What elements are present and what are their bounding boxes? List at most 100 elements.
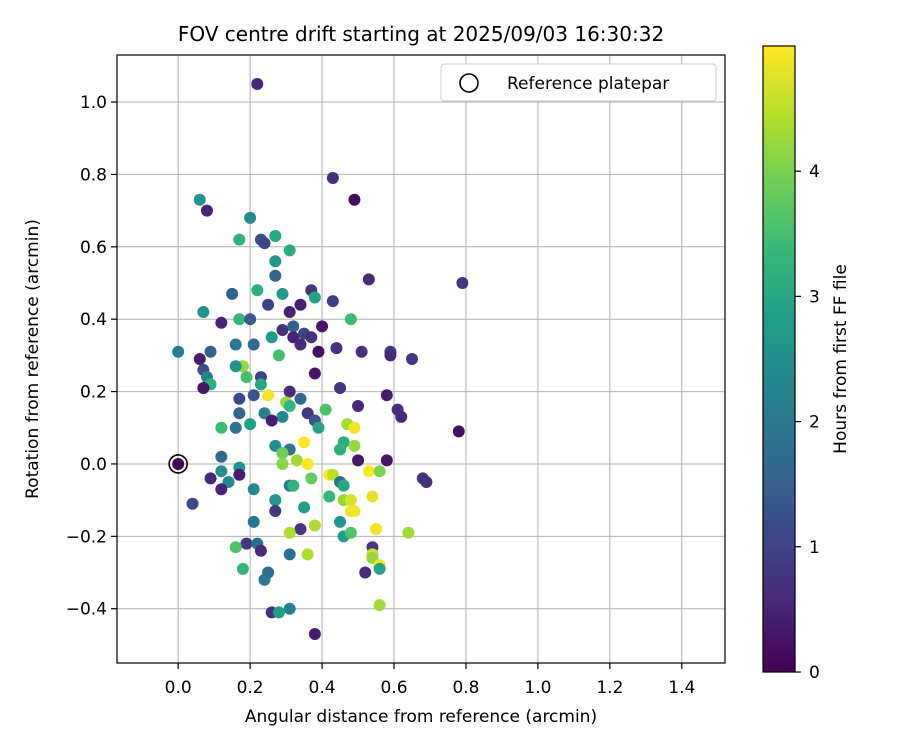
scatter-point xyxy=(334,515,347,528)
scatter-point xyxy=(344,494,357,507)
scatter-point xyxy=(308,519,321,532)
scatter-point xyxy=(251,284,264,297)
scatter-point xyxy=(215,421,228,434)
colorbar-tick-label: 2 xyxy=(809,413,820,433)
scatter-point xyxy=(283,602,296,615)
scatter-point xyxy=(283,385,296,398)
scatter-point xyxy=(262,298,275,311)
x-tick-label: 1.4 xyxy=(668,678,695,698)
scatter-point xyxy=(337,479,350,492)
scatter-point xyxy=(308,367,321,380)
y-tick-label: 0.4 xyxy=(80,310,107,330)
scatter-point xyxy=(247,515,260,528)
scatter-point xyxy=(330,342,343,355)
scatter-point xyxy=(294,298,307,311)
scatter-point xyxy=(380,389,393,402)
scatter-point xyxy=(406,353,419,365)
scatter-point xyxy=(233,313,246,326)
scatter-point xyxy=(283,305,296,318)
scatter-points xyxy=(172,77,469,641)
scatter-point xyxy=(247,338,260,351)
scatter-point xyxy=(287,479,300,492)
scatter-point xyxy=(352,454,365,467)
scatter-point xyxy=(344,313,357,326)
scatter-point xyxy=(308,628,321,641)
chart-title: FOV centre drift starting at 2025/09/03 … xyxy=(178,22,664,46)
y-tick-label: −0.2 xyxy=(66,527,107,547)
scatter-point xyxy=(226,287,239,300)
reference-point-dot xyxy=(172,457,185,470)
scatter-point xyxy=(348,421,361,434)
scatter-point xyxy=(233,233,246,246)
x-tick-label: 0.2 xyxy=(237,678,264,698)
scatter-point xyxy=(283,400,296,413)
scatter-point xyxy=(283,548,296,561)
scatter-point xyxy=(294,523,307,536)
scatter-point xyxy=(269,255,282,268)
scatter-point xyxy=(269,269,282,282)
scatter-point xyxy=(344,526,357,539)
y-tick-label: −0.4 xyxy=(66,600,107,620)
scatter-point xyxy=(366,490,379,503)
scatter-point xyxy=(420,476,433,489)
scatter-point xyxy=(301,457,314,470)
scatter-point xyxy=(240,371,253,384)
reference-marker xyxy=(168,454,188,474)
x-tick-label: 0.8 xyxy=(452,678,479,698)
scatter-point xyxy=(287,320,300,333)
scatter-point xyxy=(276,457,289,470)
scatter-point xyxy=(269,229,282,242)
scatter-point xyxy=(229,338,242,351)
scatter-point xyxy=(370,523,383,536)
scatter-point xyxy=(308,291,321,304)
legend-marker-icon xyxy=(459,73,479,93)
scatter-point xyxy=(452,425,465,438)
y-axis-label: Rotation from reference (arcmin) xyxy=(23,219,43,499)
scatter-point xyxy=(305,331,318,344)
scatter-point xyxy=(373,562,386,575)
scatter-point xyxy=(269,505,282,517)
scatter-point xyxy=(215,465,228,478)
scatter-point xyxy=(236,562,249,575)
x-axis-label: Angular distance from reference (arcmin) xyxy=(245,707,597,727)
scatter-point xyxy=(193,353,206,365)
x-tick-label: 0.4 xyxy=(309,678,336,698)
scatter-point xyxy=(258,237,271,250)
legend: Reference platepar xyxy=(440,63,717,102)
scatter-point xyxy=(294,338,307,351)
scatter-point xyxy=(240,537,253,550)
scatter-point xyxy=(362,273,375,286)
colorbar-tick-label: 3 xyxy=(809,287,820,307)
scatter-point xyxy=(258,573,271,586)
scatter-point xyxy=(348,439,361,452)
scatter-point xyxy=(380,454,393,467)
scatter-point xyxy=(204,345,217,358)
scatter-point xyxy=(373,465,386,478)
scatter-point xyxy=(294,392,307,405)
scatter-point xyxy=(197,305,210,318)
scatter-point xyxy=(269,494,282,507)
scatter-point xyxy=(229,360,242,373)
scatter-point xyxy=(244,313,257,326)
colorbar-gradient xyxy=(762,45,796,673)
scatter-point xyxy=(373,599,386,612)
scatter-point xyxy=(456,277,469,289)
scatter-point xyxy=(316,320,329,333)
y-tick-label: 0.8 xyxy=(80,165,107,185)
scatter-point xyxy=(254,544,267,557)
scatter-point xyxy=(384,349,397,362)
x-tick-label: 1.0 xyxy=(524,678,551,698)
colorbar-ticks: 0 1 2 3 4 xyxy=(795,162,820,683)
x-tick-label: 1.2 xyxy=(596,678,623,698)
scatter-point xyxy=(319,403,332,416)
scatter-point xyxy=(229,541,242,554)
scatter-point xyxy=(352,400,365,413)
scatter-point xyxy=(229,421,242,434)
scatter-point xyxy=(215,450,228,463)
scatter-point xyxy=(204,472,217,485)
scatter-point xyxy=(334,443,347,456)
scatter-point xyxy=(215,316,228,329)
scatter-point xyxy=(215,483,228,496)
y-tick-label: 1.0 xyxy=(80,93,107,113)
